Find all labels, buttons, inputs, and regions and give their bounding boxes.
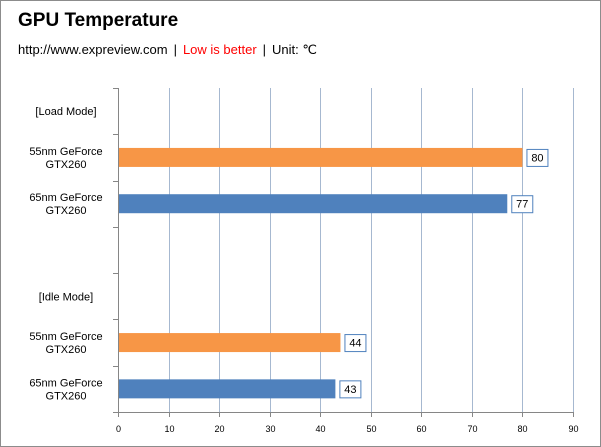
x-tick-label: 20	[214, 424, 224, 434]
category-label: 65nm GeForce GTX260	[29, 192, 102, 217]
category-label: [Load Mode]	[35, 106, 96, 118]
data-label-box	[339, 380, 362, 399]
data-label: 80	[531, 152, 543, 164]
data-label-box	[344, 334, 367, 353]
bar	[118, 333, 341, 353]
x-tick-label: 90	[568, 424, 578, 434]
category-label: 65nm GeForce GTX260	[29, 377, 102, 402]
data-label-box	[526, 148, 549, 167]
labels: 80 77 44 43 0 10 20 30 40 50 60 70 80 90 [Load Mode] 55…	[29, 106, 578, 434]
subtitle-separator: |	[262, 42, 267, 57]
x-tick-label: 50	[366, 424, 376, 434]
category-label: 55nm GeForce GTX260	[29, 146, 102, 171]
x-tick-label: 0	[116, 424, 121, 434]
unit-label: Unit: ℃	[272, 42, 317, 57]
data-label: 43	[344, 384, 356, 396]
chart-subtitle: http://www.expreview.com | Low is better | U…	[18, 42, 317, 58]
gridlines	[169, 88, 574, 412]
axes	[113, 88, 574, 417]
subtitle-separator: |	[173, 42, 177, 57]
bars	[118, 147, 523, 399]
x-tick-label: 80	[517, 424, 527, 434]
bar	[118, 379, 336, 399]
bar	[118, 147, 523, 167]
low-is-better-note: Low is better	[182, 42, 257, 57]
x-tick-label: 70	[467, 424, 477, 434]
data-label: 77	[516, 199, 528, 211]
data-label-box	[511, 195, 534, 214]
data-label: 44	[349, 338, 361, 350]
x-tick-label: 40	[315, 424, 325, 434]
bar	[118, 194, 508, 214]
category-label: [Idle Mode]	[39, 291, 93, 303]
chart-title: GPU Temperature	[18, 10, 179, 31]
x-tick-label: 60	[416, 424, 426, 434]
category-label: 55nm GeForce GTX260	[29, 331, 102, 356]
source-url: http://www.expreview.com	[18, 42, 168, 57]
x-tick-label: 30	[265, 424, 275, 434]
x-tick-label: 10	[164, 424, 174, 434]
